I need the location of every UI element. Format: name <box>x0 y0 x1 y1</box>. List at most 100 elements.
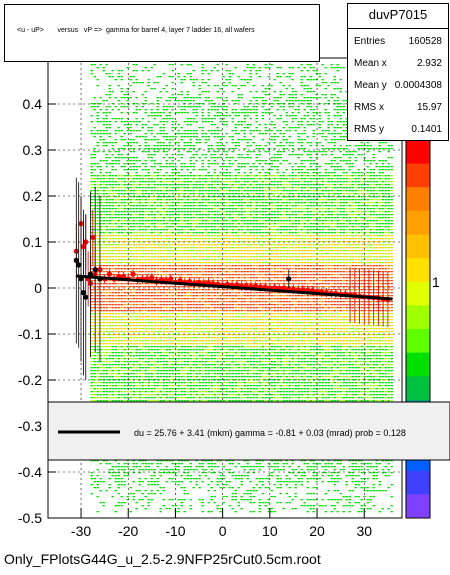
density-cell <box>180 202 183 204</box>
density-cell <box>201 67 204 69</box>
density-cell <box>219 178 222 180</box>
density-cell <box>144 214 147 216</box>
density-cell <box>174 385 177 387</box>
density-cell <box>162 121 165 123</box>
density-cell <box>195 103 198 105</box>
density-cell <box>99 220 102 222</box>
density-cell <box>192 79 195 81</box>
density-cell <box>144 397 147 399</box>
density-cell <box>135 295 138 297</box>
density-cell <box>192 292 195 294</box>
density-cell <box>129 196 132 198</box>
density-cell <box>156 103 159 105</box>
density-cell <box>153 163 156 165</box>
density-cell <box>117 493 120 495</box>
density-cell <box>180 250 183 252</box>
density-cell <box>168 118 171 120</box>
density-cell <box>90 292 93 294</box>
density-cell <box>114 295 117 297</box>
density-cell <box>207 121 210 123</box>
density-cell <box>120 178 123 180</box>
density-cell <box>93 298 96 300</box>
density-cell <box>165 253 168 255</box>
density-cell <box>96 244 99 246</box>
density-cell <box>108 157 111 159</box>
density-cell <box>147 82 150 84</box>
density-cell <box>159 472 162 474</box>
density-cell <box>219 139 222 141</box>
density-cell <box>105 229 108 231</box>
density-cell <box>132 241 135 243</box>
density-cell <box>141 355 144 357</box>
density-cell <box>156 319 159 321</box>
density-cell <box>222 349 225 351</box>
density-cell <box>141 463 144 465</box>
density-cell <box>117 364 120 366</box>
density-cell <box>90 64 93 66</box>
density-cell <box>144 103 147 105</box>
density-cell <box>138 268 141 270</box>
density-cell <box>138 289 141 291</box>
density-cell <box>183 379 186 381</box>
density-cell <box>147 250 150 252</box>
density-cell <box>153 475 156 477</box>
density-cell <box>147 223 150 225</box>
density-cell <box>207 211 210 213</box>
density-cell <box>96 391 99 393</box>
density-cell <box>207 352 210 354</box>
density-cell <box>153 385 156 387</box>
density-cell <box>156 397 159 399</box>
density-cell <box>135 301 138 303</box>
density-cell <box>222 376 225 378</box>
density-cell <box>195 133 198 135</box>
density-cell <box>156 394 159 396</box>
density-cell <box>102 118 105 120</box>
density-cell <box>162 148 165 150</box>
density-cell <box>165 211 168 213</box>
density-cell <box>171 307 174 309</box>
density-cell <box>213 397 216 399</box>
density-cell <box>123 322 126 324</box>
density-cell <box>219 460 222 462</box>
density-cell <box>123 229 126 231</box>
density-cell <box>123 190 126 192</box>
density-cell <box>207 394 210 396</box>
density-cell <box>108 487 111 489</box>
density-cell <box>114 355 117 357</box>
density-cell <box>177 367 180 369</box>
density-cell <box>222 370 225 372</box>
density-cell <box>156 289 159 291</box>
density-cell <box>153 253 156 255</box>
density-cell <box>186 97 189 99</box>
density-cell <box>114 328 117 330</box>
density-cell <box>117 130 120 132</box>
density-cell <box>198 250 201 252</box>
density-cell <box>120 268 123 270</box>
density-cell <box>216 358 219 360</box>
density-cell <box>108 259 111 261</box>
density-cell <box>90 196 93 198</box>
density-cell <box>177 220 180 222</box>
density-cell <box>183 121 186 123</box>
density-cell <box>111 319 114 321</box>
density-cell <box>147 229 150 231</box>
density-cell <box>93 283 96 285</box>
density-cell <box>204 259 207 261</box>
density-cell <box>120 385 123 387</box>
density-cell <box>219 337 222 339</box>
density-cell <box>225 178 228 180</box>
density-cell <box>117 322 120 324</box>
density-cell <box>207 367 210 369</box>
density-cell <box>129 331 132 333</box>
density-cell <box>213 199 216 201</box>
density-cell <box>195 160 198 162</box>
density-cell <box>150 328 153 330</box>
density-cell <box>132 361 135 363</box>
density-cell <box>114 184 117 186</box>
density-cell <box>93 292 96 294</box>
density-cell <box>162 193 165 195</box>
density-cell <box>141 328 144 330</box>
density-cell <box>156 82 159 84</box>
density-cell <box>105 232 108 234</box>
density-cell <box>213 247 216 249</box>
